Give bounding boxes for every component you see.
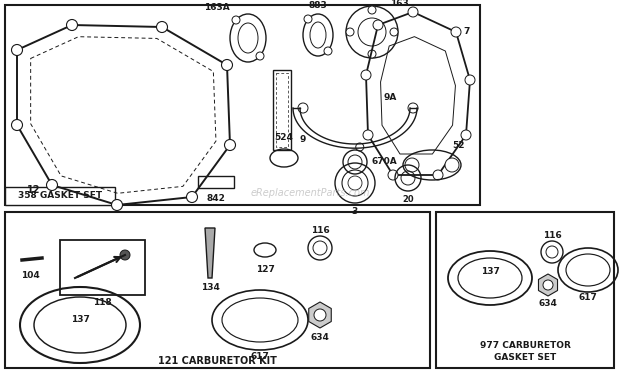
Text: 20: 20 [402, 195, 414, 204]
Circle shape [405, 158, 419, 172]
Text: 634: 634 [311, 333, 329, 342]
Text: 670A: 670A [372, 157, 398, 166]
Circle shape [12, 44, 22, 56]
Bar [436, 212, 614, 368]
Bar [273, 70, 291, 150]
Text: 617: 617 [250, 352, 270, 361]
Text: 358 GASKET SET: 358 GASKET SET [18, 191, 102, 201]
Circle shape [221, 60, 232, 70]
Circle shape [445, 158, 459, 172]
Bar [60, 240, 145, 295]
Circle shape [46, 179, 58, 191]
Text: 9: 9 [300, 135, 306, 144]
Circle shape [112, 200, 123, 210]
Circle shape [368, 6, 376, 14]
Circle shape [451, 27, 461, 37]
Text: eReplacementParts.com: eReplacementParts.com [250, 188, 370, 198]
Circle shape [361, 70, 371, 80]
Text: 12: 12 [27, 185, 41, 195]
Polygon shape [205, 228, 215, 278]
Text: GASKET SET: GASKET SET [494, 354, 556, 363]
Bar [198, 176, 234, 188]
Circle shape [388, 170, 398, 180]
Text: 137: 137 [71, 316, 89, 325]
Text: 163A: 163A [204, 3, 230, 13]
Text: 121 CARBURETOR KIT: 121 CARBURETOR KIT [158, 356, 277, 366]
Text: 118: 118 [93, 298, 112, 307]
Circle shape [356, 143, 364, 151]
Text: 116: 116 [542, 231, 561, 240]
Text: 3: 3 [352, 207, 358, 216]
Circle shape [314, 309, 326, 321]
Text: 137: 137 [480, 267, 500, 276]
Text: 617: 617 [578, 293, 598, 302]
Circle shape [66, 19, 78, 31]
Bar [5, 187, 115, 205]
Circle shape [433, 170, 443, 180]
Circle shape [224, 140, 236, 150]
Circle shape [368, 50, 376, 58]
Circle shape [408, 103, 418, 113]
Circle shape [465, 75, 475, 85]
Text: 134: 134 [200, 283, 219, 292]
Circle shape [363, 130, 373, 140]
Circle shape [373, 20, 383, 30]
Circle shape [298, 103, 308, 113]
Circle shape [12, 119, 22, 131]
Circle shape [232, 16, 240, 24]
Circle shape [156, 22, 167, 32]
Circle shape [187, 191, 198, 203]
Circle shape [390, 28, 398, 36]
Circle shape [346, 28, 354, 36]
Circle shape [256, 52, 264, 60]
Text: 9A: 9A [383, 94, 396, 103]
Circle shape [304, 15, 312, 23]
Text: 842: 842 [206, 194, 226, 203]
Circle shape [324, 47, 332, 55]
Text: 52: 52 [452, 141, 464, 150]
Circle shape [408, 7, 418, 17]
Text: 883: 883 [309, 0, 327, 9]
Polygon shape [539, 274, 557, 296]
Text: 127: 127 [255, 265, 275, 274]
Circle shape [543, 280, 553, 290]
Text: 116: 116 [311, 226, 329, 235]
Text: 104: 104 [20, 270, 40, 279]
Circle shape [461, 130, 471, 140]
Text: 163: 163 [390, 0, 409, 9]
Bar [276, 73, 288, 147]
Polygon shape [309, 302, 331, 328]
Bar [5, 212, 430, 368]
Circle shape [120, 250, 130, 260]
Text: 7: 7 [463, 28, 469, 37]
Text: 977 CARBURETOR: 977 CARBURETOR [479, 342, 570, 351]
Text: 634: 634 [539, 299, 557, 308]
Bar [5, 5, 480, 205]
Text: 524: 524 [275, 133, 293, 142]
